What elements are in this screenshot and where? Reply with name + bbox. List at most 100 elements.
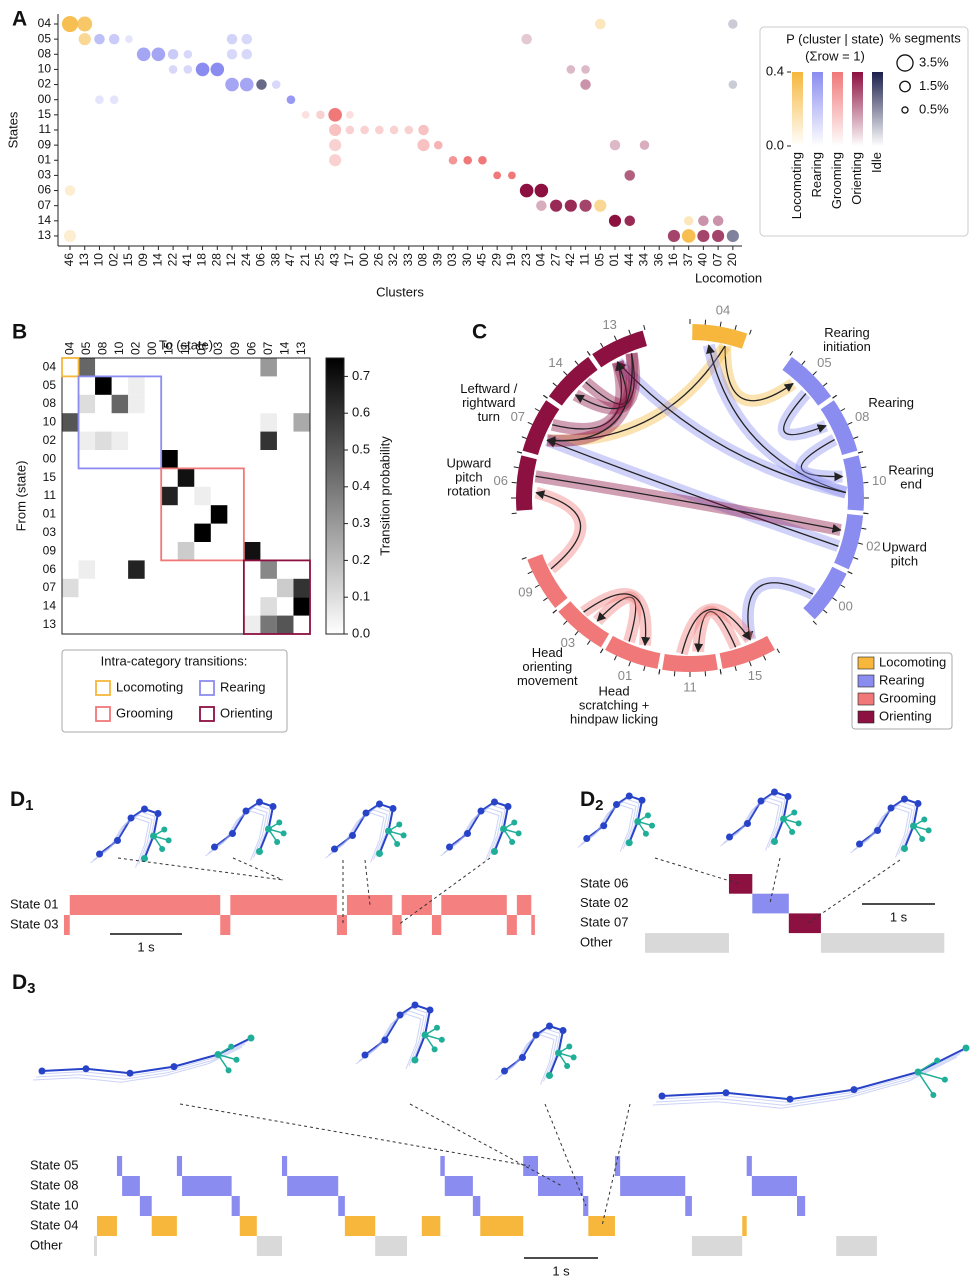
dot	[329, 139, 342, 152]
dot	[519, 183, 534, 198]
joint	[114, 837, 121, 844]
dot	[77, 16, 93, 32]
joint	[256, 798, 263, 806]
segment	[151, 1216, 177, 1236]
tick	[552, 609, 558, 614]
y-tick-label: 03	[43, 525, 57, 539]
tick	[574, 360, 579, 366]
state-label-line: Rearing	[824, 325, 870, 340]
row-label: State 07	[580, 915, 628, 930]
joint	[170, 1063, 178, 1071]
panel-label: B	[12, 321, 27, 344]
state-number: 09	[518, 584, 532, 599]
joint	[504, 803, 512, 810]
size-label: 1.5%	[919, 78, 949, 93]
cell	[194, 523, 211, 542]
dot	[581, 65, 590, 74]
tick	[749, 661, 752, 667]
x-tick-label: 08	[96, 341, 110, 355]
tick	[853, 557, 859, 560]
segment	[220, 915, 231, 935]
dot	[241, 33, 253, 45]
x-tick-label: 47	[283, 253, 297, 267]
joint	[276, 819, 283, 826]
tick	[857, 542, 864, 545]
tick	[600, 342, 604, 348]
x-tick-label: 13	[294, 341, 308, 355]
state-label: Upward pitch	[882, 540, 927, 569]
segment	[122, 1176, 140, 1196]
dot	[64, 185, 76, 196]
joint	[491, 848, 498, 855]
dot	[683, 216, 694, 226]
tick	[832, 394, 837, 399]
skeleton	[93, 814, 153, 865]
arc-segment	[516, 455, 537, 511]
joint	[431, 1046, 438, 1053]
connector	[601, 1103, 631, 1227]
joint	[532, 1031, 540, 1039]
segment	[588, 1216, 615, 1236]
state-label-line: pitch	[455, 470, 482, 485]
dot	[448, 155, 458, 165]
state-number: 05	[817, 355, 831, 370]
dot	[346, 110, 354, 119]
segment	[531, 915, 535, 935]
state-number: 03	[561, 635, 575, 650]
x-tick-label: 45	[475, 253, 489, 267]
legend-title: P (cluster | state)	[786, 31, 884, 46]
y-tick-label: 15	[38, 107, 52, 121]
tick	[719, 669, 722, 675]
state-label: Head scratching + hindpaw licking	[570, 684, 658, 727]
state-label-line: pitch	[891, 554, 918, 569]
colorbar-tick-label: 0.1	[352, 589, 370, 604]
legend-swatch	[857, 674, 875, 688]
state-number: 00	[838, 598, 852, 613]
chord-band	[545, 434, 841, 552]
dot	[239, 77, 254, 92]
chord	[800, 438, 844, 482]
cell	[260, 615, 277, 634]
state-number: 04	[716, 302, 730, 317]
legend-swatch	[199, 706, 215, 722]
tick	[658, 669, 661, 675]
segment	[751, 1176, 797, 1196]
joint	[349, 832, 356, 839]
chord-band	[741, 576, 816, 641]
dot	[493, 171, 502, 180]
skeleton	[495, 1034, 555, 1085]
legend-title: Intra-category transitions:	[101, 653, 248, 668]
chord	[694, 611, 737, 653]
tick	[840, 584, 846, 588]
dot	[726, 229, 739, 243]
segment	[346, 895, 393, 915]
y-tick-label: 05	[38, 31, 52, 45]
tick	[749, 329, 752, 335]
y-tick-label: 02	[43, 433, 57, 447]
colorbar	[792, 72, 803, 146]
segment	[836, 1236, 877, 1256]
skeleton	[853, 804, 913, 855]
x-tick-label: 28	[209, 253, 223, 267]
tick	[563, 620, 568, 625]
joint	[564, 1062, 571, 1069]
arc-segment	[522, 400, 560, 455]
joint	[901, 845, 908, 852]
y-tick-label: 14	[38, 213, 52, 227]
segment	[338, 1196, 345, 1216]
x-tick-label: 02	[129, 341, 143, 355]
dot	[375, 125, 384, 135]
cell	[78, 394, 96, 414]
colorbar-tick-label: 0.2	[352, 552, 370, 567]
tick	[628, 661, 631, 667]
cell	[260, 413, 277, 432]
dot	[595, 18, 606, 30]
x-tick-label: 36	[651, 253, 665, 267]
joint	[376, 800, 383, 808]
segment	[746, 1156, 752, 1176]
joint	[583, 835, 591, 842]
segment	[281, 1156, 288, 1176]
x-tick-label: 17	[342, 253, 356, 267]
legend-swatch	[95, 706, 111, 722]
x-tick-label: 14	[277, 341, 291, 355]
